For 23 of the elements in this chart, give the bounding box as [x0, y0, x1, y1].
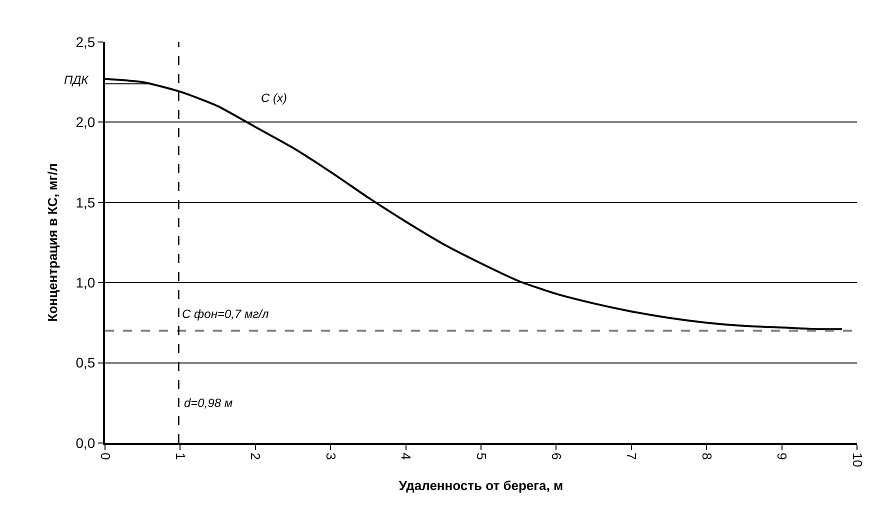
x-tick-label: 4 — [398, 452, 414, 460]
y-tick-label: 1,5 — [76, 194, 96, 210]
x-tick-label: 2 — [248, 452, 264, 460]
y-tick-label: 0,5 — [76, 354, 96, 371]
ref-line-label: C фон=0,7 мг/л — [182, 307, 269, 321]
ref-line-label: d=0,98 м — [184, 396, 233, 410]
y-tick-label: 2,0 — [76, 114, 96, 130]
x-tick-label: 7 — [624, 452, 640, 460]
x-tick-label: 3 — [323, 452, 338, 460]
x-tick-label: 5 — [474, 452, 489, 460]
y-tick-label: 2,5 — [76, 34, 96, 50]
y-axis-title: Концентрация в КС, мг/л — [45, 163, 60, 322]
series-label: ПДК — [64, 73, 90, 87]
y-tick-label: 0,0 — [76, 434, 96, 451]
x-tick-label: 0 — [98, 452, 113, 460]
x-axis-title: Удаленность от берега, м — [398, 478, 564, 494]
x-tick-label: 10 — [850, 452, 865, 468]
x-tick-label: 8 — [699, 452, 714, 460]
x-tick-label: 9 — [774, 452, 790, 460]
x-tick-label: 6 — [548, 452, 564, 460]
y-tick-label: 1,0 — [76, 274, 96, 290]
x-tick-label: 1 — [172, 452, 188, 460]
series-label: C (x) — [261, 91, 287, 105]
